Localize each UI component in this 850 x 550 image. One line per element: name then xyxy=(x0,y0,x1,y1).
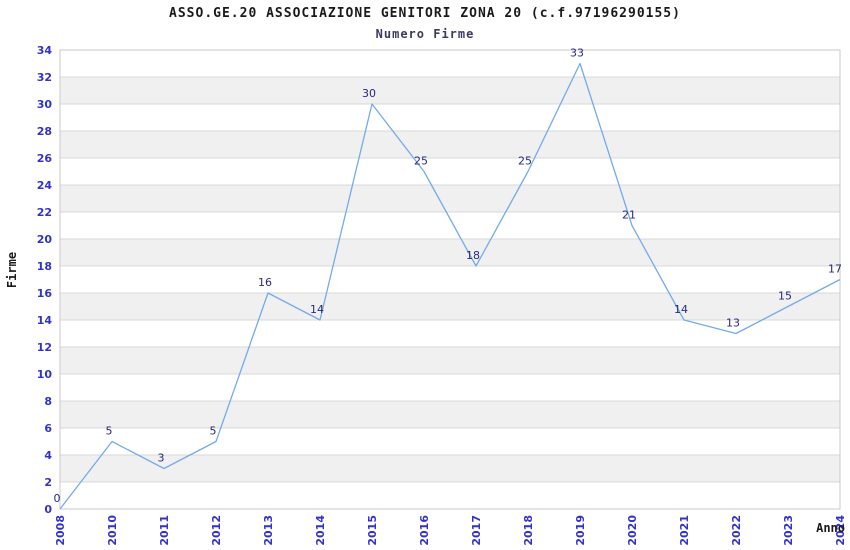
y-tick-label: 4 xyxy=(44,449,52,462)
y-tick-label: 30 xyxy=(37,98,53,111)
data-label: 33 xyxy=(570,47,584,60)
y-tick-label: 26 xyxy=(37,152,53,165)
data-label: 21 xyxy=(622,209,636,222)
data-label: 30 xyxy=(362,87,376,100)
x-tick-label: 2022 xyxy=(730,515,743,546)
y-tick-label: 22 xyxy=(37,206,52,219)
y-tick-label: 14 xyxy=(37,314,53,327)
data-label: 13 xyxy=(726,317,740,330)
chart-title: ASSO.GE.20 ASSOCIAZIONE GENITORI ZONA 20… xyxy=(169,6,681,21)
data-label: 14 xyxy=(310,303,324,316)
y-tick-label: 32 xyxy=(37,71,52,84)
x-tick-label: 2008 xyxy=(54,515,67,546)
data-label: 25 xyxy=(518,155,532,168)
x-tick-label: 2011 xyxy=(158,515,171,546)
data-label: 0 xyxy=(54,492,61,505)
x-tick-label: 2010 xyxy=(106,515,119,546)
y-tick-label: 20 xyxy=(37,233,53,246)
x-tick-labels: 2008 2010 2011 2012 2013 2014 2015 2016 2017 2018… xyxy=(54,515,847,546)
y-tick-label: 8 xyxy=(44,395,52,408)
x-tick-label: 2012 xyxy=(210,515,223,546)
x-tick-label: 2016 xyxy=(418,515,431,546)
y-tick-label: 10 xyxy=(37,368,53,381)
y-tick-label: 34 xyxy=(37,44,53,57)
data-labels: 0 5 3 5 16 14 30 25 18 25 33 21 14 13 15 17 xyxy=(54,47,843,506)
data-label: 3 xyxy=(158,452,165,465)
y-tick-label: 28 xyxy=(37,125,52,138)
y-tick-label: 16 xyxy=(37,287,53,300)
chart-subtitle: Numero Firme xyxy=(375,27,475,41)
x-tick-label: 2023 xyxy=(782,515,795,546)
data-label: 25 xyxy=(414,155,428,168)
y-tick-label: 0 xyxy=(44,503,52,516)
y-tick-label: 6 xyxy=(44,422,52,435)
x-tick-label: 2020 xyxy=(626,515,639,546)
data-label: 18 xyxy=(466,249,480,262)
data-label: 14 xyxy=(674,303,688,316)
x-tick-label: 2017 xyxy=(470,515,483,546)
data-label: 17 xyxy=(828,263,842,276)
plot-bands xyxy=(60,50,840,509)
data-label: 5 xyxy=(210,425,217,438)
y-tick-label: 24 xyxy=(37,179,53,192)
data-label: 15 xyxy=(778,290,792,303)
x-tick-label: 2014 xyxy=(314,515,327,546)
x-tick-label: 2013 xyxy=(262,515,275,546)
x-tick-label: 2021 xyxy=(678,515,691,546)
y-tick-label: 12 xyxy=(37,341,52,354)
x-axis-title: Anno xyxy=(816,521,845,535)
gridlines xyxy=(60,49,840,510)
x-tick-label: 2019 xyxy=(574,515,587,546)
x-tick-label: 2024 xyxy=(834,515,847,546)
data-label: 5 xyxy=(106,425,113,438)
x-tick-label: 2015 xyxy=(366,515,379,546)
series-line xyxy=(59,62,841,510)
y-tick-label: 18 xyxy=(37,260,52,273)
y-tick-label: 2 xyxy=(44,476,52,489)
data-label: 16 xyxy=(258,276,272,289)
x-tick-label: 2018 xyxy=(522,515,535,546)
